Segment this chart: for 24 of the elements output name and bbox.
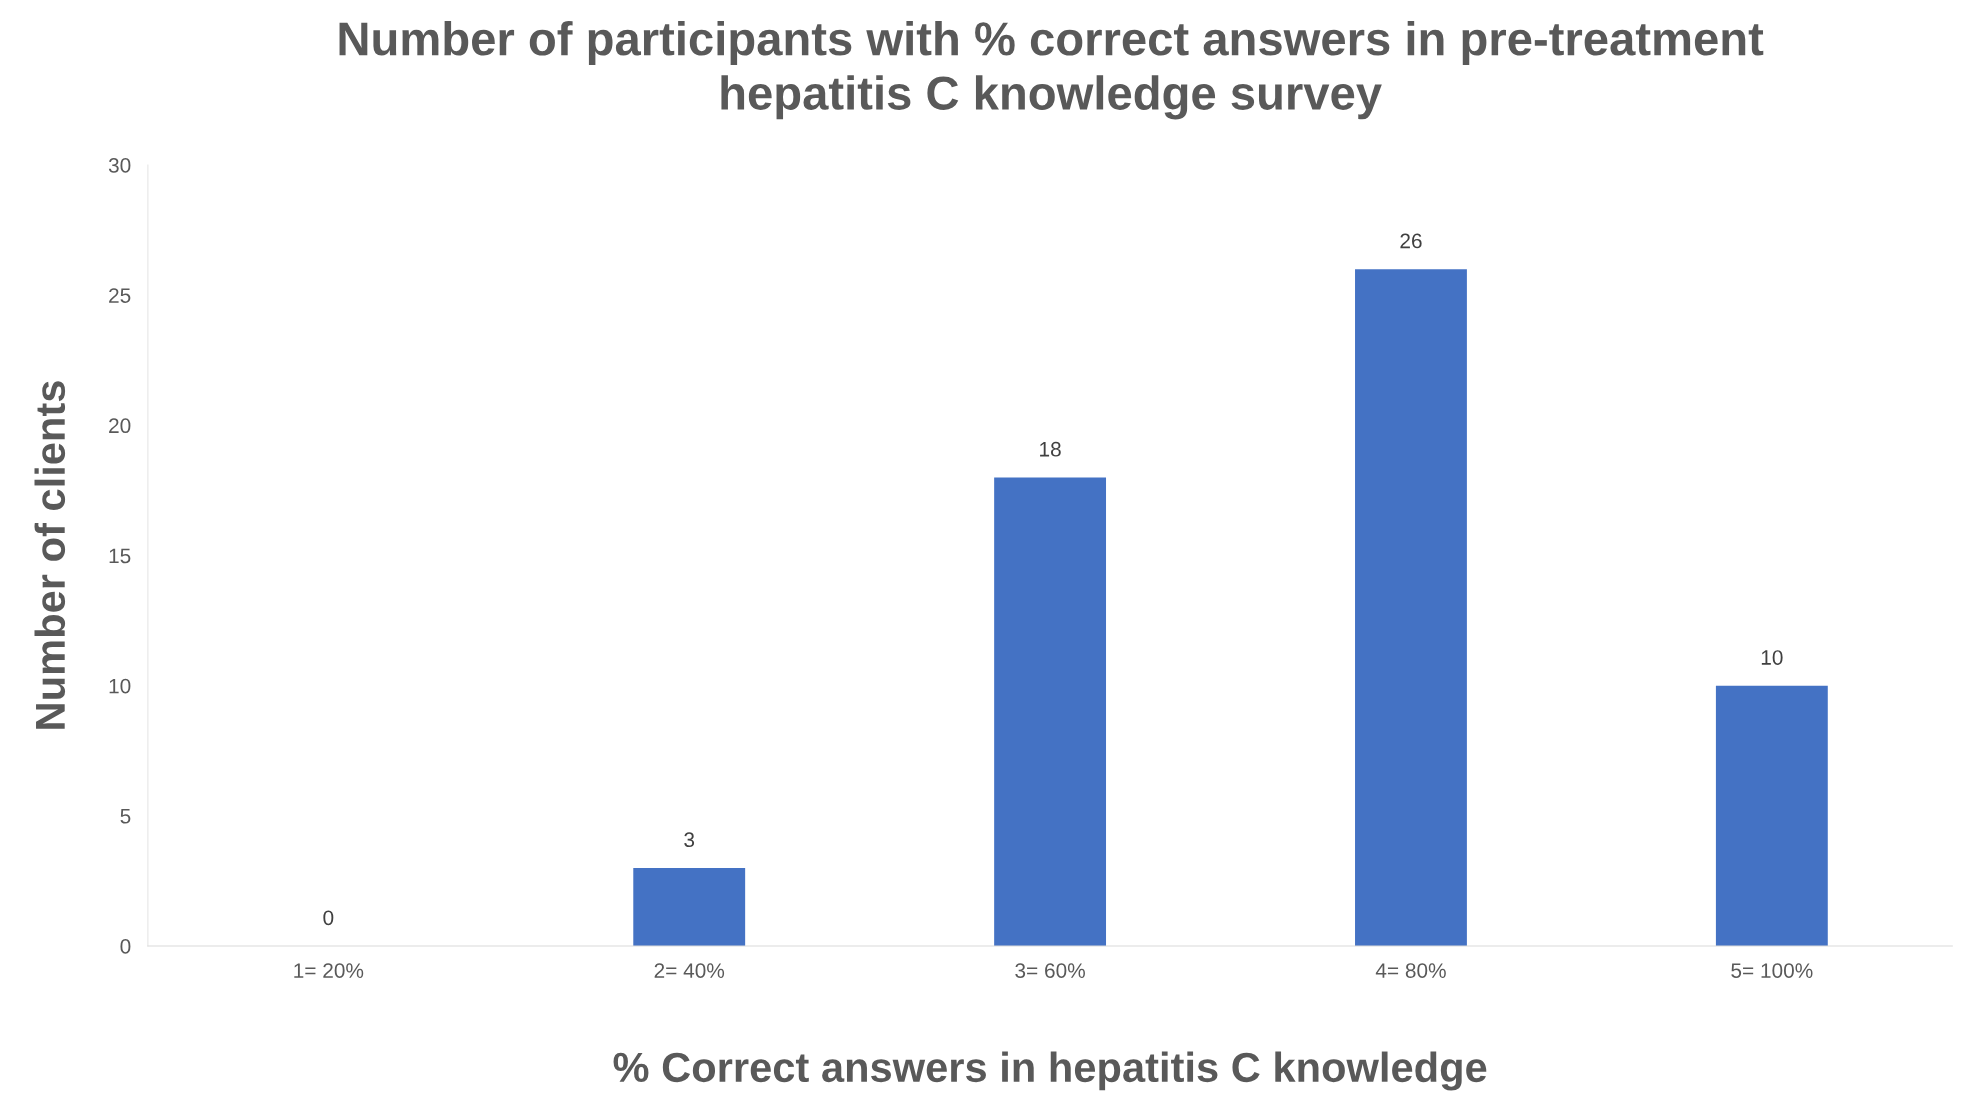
x-tick-label: 2= 40% [654, 963, 725, 978]
data-label: 18 [1040, 441, 1061, 457]
y-tick-label: 30 [108, 158, 131, 173]
y-axis-title: Number of clients [34, 381, 66, 729]
data-label: 10 [1761, 650, 1783, 665]
x-tick-label: 1= 20% [294, 963, 364, 978]
y-tick-label: 15 [109, 548, 131, 564]
y-tick-label: 10 [109, 678, 131, 694]
x-axis-title: % Correct answers in hepatitis C knowledge [613, 1051, 1487, 1091]
x-tick-label: 5= 100% [1731, 963, 1813, 978]
x-tick-label: 3= 60% [1015, 963, 1085, 978]
y-tick-label: 20 [109, 418, 131, 434]
bar [633, 867, 746, 946]
bar [1715, 685, 1828, 946]
data-label: 26 [1400, 233, 1422, 249]
y-tick-label: 25 [109, 288, 131, 303]
data-label: 3 [684, 832, 695, 848]
bar [994, 477, 1107, 946]
y-tick-label: 5 [120, 809, 131, 824]
data-label: 0 [323, 910, 334, 926]
y-tick-label: 0 [120, 939, 131, 954]
x-tick-label: 4= 80% [1375, 963, 1446, 978]
chart-title: Number of participants with % correct answers in pre-treatment hepatitis C knowledge survey [339, 20, 1764, 120]
bar [1355, 269, 1467, 946]
